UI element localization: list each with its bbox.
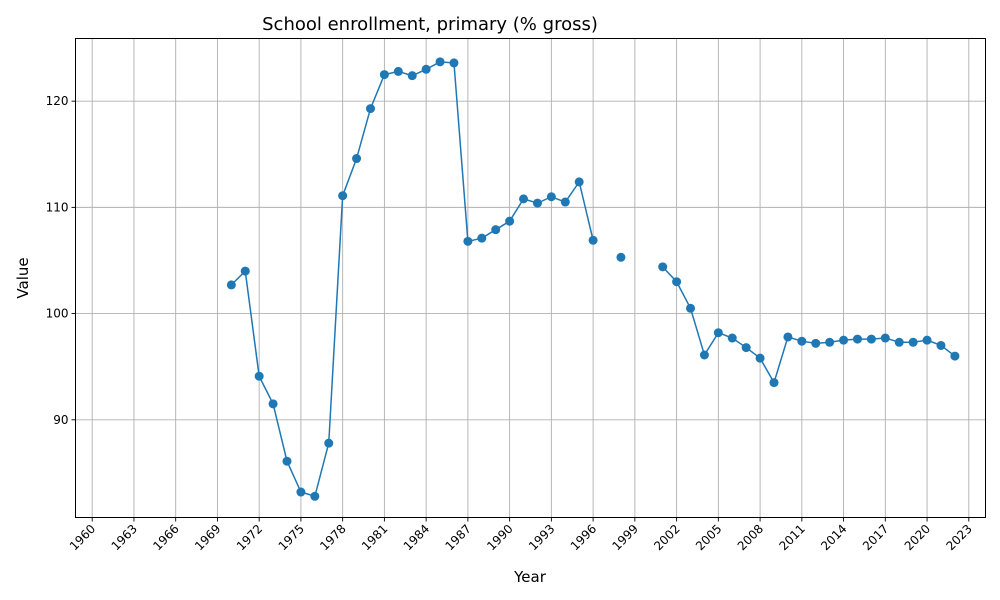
x-tick-label: 2017 [860, 522, 891, 553]
x-tick-label: 2008 [735, 522, 766, 553]
data-point [282, 456, 292, 466]
y-tick-label: 110 [46, 200, 69, 214]
data-point [435, 57, 445, 67]
data-point [477, 233, 487, 243]
data-point [365, 104, 375, 114]
data-point [463, 236, 473, 246]
data-point [491, 225, 501, 235]
series-line [230, 61, 594, 498]
y-axis-label: Value [14, 257, 32, 298]
data-point [713, 328, 723, 338]
data-point [588, 235, 598, 245]
data-point [769, 378, 779, 388]
data-point [560, 197, 570, 207]
data-point [894, 337, 904, 347]
data-point [741, 343, 751, 353]
x-tick-label: 1969 [192, 522, 223, 553]
data-point [546, 192, 556, 202]
data-point [338, 191, 348, 201]
data-point [852, 334, 862, 344]
series-line [662, 266, 956, 385]
x-tick-label: 1972 [234, 522, 265, 553]
data-point [324, 438, 334, 448]
data-point [532, 198, 542, 208]
x-tick-label: 2014 [818, 522, 849, 553]
data-point [310, 491, 320, 501]
x-tick-label: 2020 [902, 522, 933, 553]
data-point [672, 277, 682, 287]
data-point [755, 353, 765, 363]
x-tick-label: 2023 [943, 522, 974, 553]
data-point [880, 333, 890, 343]
x-axis-label: Year [513, 568, 547, 586]
data-point [839, 335, 849, 345]
data-point [783, 332, 793, 342]
x-tick-label: 1963 [109, 522, 140, 553]
x-tick-label: 1999 [609, 522, 640, 553]
data-point [825, 337, 835, 347]
x-tick-label: 1978 [317, 522, 348, 553]
x-tick-label: 1996 [568, 522, 599, 553]
data-point [908, 337, 918, 347]
x-tick-label: 1981 [359, 522, 390, 553]
x-tick-label: 1993 [526, 522, 557, 553]
data-point [658, 262, 668, 272]
data-point [407, 71, 417, 81]
x-tick-label: 2011 [776, 522, 807, 553]
data-point [268, 399, 278, 409]
data-point [240, 266, 250, 276]
x-tick-label: 1975 [276, 522, 307, 553]
series-line-group [226, 57, 960, 501]
data-point [254, 371, 264, 381]
data-point [936, 340, 946, 350]
y-tick-label: 90 [53, 413, 68, 427]
x-tick-label: 1966 [150, 522, 181, 553]
data-point [811, 338, 821, 348]
y-tick-label: 100 [46, 307, 69, 321]
plot-frame [75, 38, 986, 518]
grid [75, 38, 986, 518]
data-point [950, 351, 960, 361]
y-tick-label: 120 [46, 94, 69, 108]
data-point [352, 154, 362, 164]
data-point [616, 252, 626, 262]
data-point [686, 303, 696, 313]
x-tick-label: 2005 [693, 522, 724, 553]
data-point [699, 350, 709, 360]
data-point [296, 487, 306, 497]
data-point [393, 66, 403, 76]
data-point [449, 58, 459, 68]
data-point [574, 177, 584, 187]
x-tick-label: 1984 [401, 522, 432, 553]
x-tick-label: 1960 [67, 522, 98, 553]
data-point [866, 334, 876, 344]
data-point [505, 216, 515, 226]
data-point [519, 194, 529, 204]
x-tick-label: 1987 [443, 522, 474, 553]
x-tick-label: 1990 [484, 522, 515, 553]
x-tick-label: 2002 [651, 522, 682, 553]
data-point [797, 336, 807, 346]
data-point [727, 333, 737, 343]
data-point [226, 280, 236, 290]
axis-ticks: 1960 1963 1966 1969 1972 1975 1978 1981 1984 1987… [46, 94, 975, 553]
chart-title: School enrollment, primary (% gross) [262, 14, 598, 35]
data-point [421, 64, 431, 74]
data-point [379, 70, 389, 80]
data-point [922, 335, 932, 345]
